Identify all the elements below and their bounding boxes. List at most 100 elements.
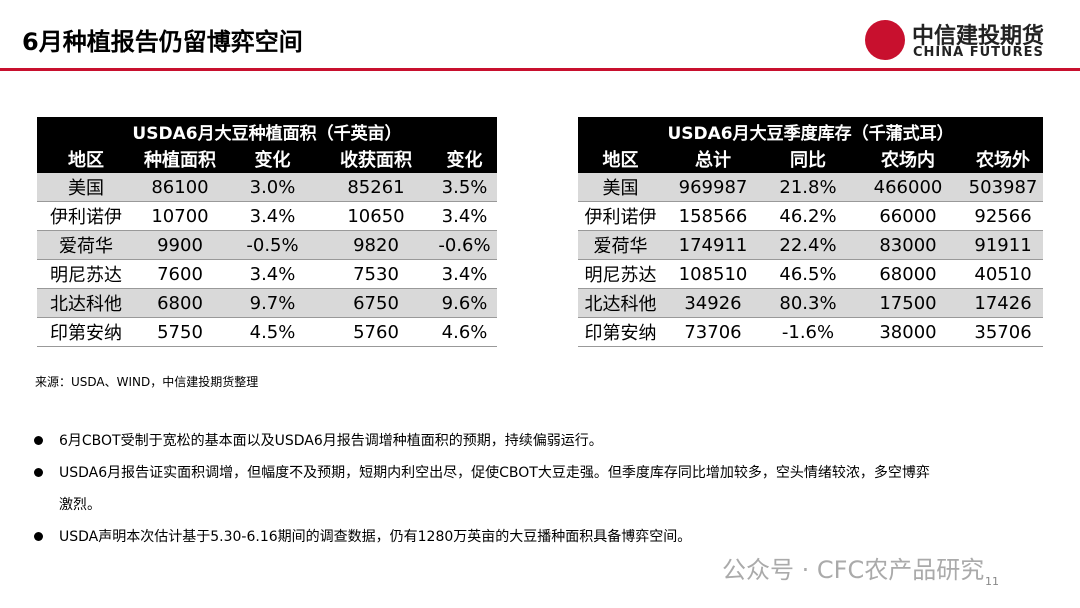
table-cell: 10650 bbox=[320, 201, 432, 231]
table-cell: 969987 bbox=[663, 173, 763, 202]
table-cell: 7530 bbox=[320, 259, 432, 289]
bullet-dot bbox=[34, 532, 43, 541]
table-row: 美国 969987 21.8% 466000 503987 bbox=[578, 173, 1044, 202]
table-cell: 35706 bbox=[963, 317, 1044, 347]
table-cell: 92566 bbox=[963, 201, 1044, 231]
table-row: 北达科他 6800 9.7% 6750 9.6% bbox=[37, 288, 498, 318]
table-cell: 7600 bbox=[135, 259, 225, 289]
table-cell: 9.7% bbox=[225, 288, 320, 318]
table-cell: 466000 bbox=[853, 173, 963, 202]
table-header-row: 地区 种植面积 变化 收获面积 变化 bbox=[37, 145, 498, 173]
table-cell: -1.6% bbox=[763, 317, 853, 347]
table-cell: 印第安纳 bbox=[37, 317, 135, 347]
bullet-dot bbox=[34, 436, 43, 445]
logo-text-en: CHINA FUTURES bbox=[913, 45, 1044, 60]
table-cell: 503987 bbox=[963, 173, 1044, 202]
table-row: 爱荷华 9900 -0.5% 9820 -0.6% bbox=[37, 230, 498, 260]
table-cell: 158566 bbox=[663, 201, 763, 231]
table-cell: -0.6% bbox=[432, 230, 498, 260]
header-cell: 农场内 bbox=[853, 145, 963, 173]
table-cell: 9.6% bbox=[432, 288, 498, 318]
table-header-row: 地区 总计 同比 农场内 农场外 bbox=[578, 145, 1044, 173]
bullet-dot bbox=[34, 468, 43, 477]
header-cell: 地区 bbox=[578, 145, 663, 173]
table-cell: 73706 bbox=[663, 317, 763, 347]
table-cell: 美国 bbox=[37, 173, 135, 202]
bullet-item: USDA声明本次估计基于5.30-6.16期间的调查数据，仍有1280万英亩的大… bbox=[30, 521, 950, 553]
table-cell: 86100 bbox=[135, 173, 225, 202]
table-cell: 3.4% bbox=[225, 201, 320, 231]
table-row: 明尼苏达 108510 46.5% 68000 40510 bbox=[578, 259, 1044, 289]
table-cell: 46.5% bbox=[763, 259, 853, 289]
table-cell: 40510 bbox=[963, 259, 1044, 289]
header-cell: 总计 bbox=[663, 145, 763, 173]
table-cell: 9820 bbox=[320, 230, 432, 260]
header-rule bbox=[0, 68, 1080, 71]
table-cell: 6750 bbox=[320, 288, 432, 318]
table-cell: 108510 bbox=[663, 259, 763, 289]
bullet-text: USDA6月报告证实面积调增，但幅度不及预期，短期内利空出尽，促使CBOT大豆走… bbox=[59, 465, 930, 513]
data-table: USDA6月大豆种植面积（千英亩） 地区 种植面积 变化 收获面积 变化 美国 86100 3.… bbox=[37, 117, 498, 347]
table-title-row: USDA6月大豆种植面积（千英亩） bbox=[37, 117, 498, 145]
header-cell: 变化 bbox=[225, 145, 320, 173]
table-cell: 明尼苏达 bbox=[578, 259, 663, 289]
table-cell: 伊利诺伊 bbox=[578, 201, 663, 231]
header-cell: 变化 bbox=[432, 145, 498, 173]
table-cell: 伊利诺伊 bbox=[37, 201, 135, 231]
table-cell: 34926 bbox=[663, 288, 763, 318]
table-cell: 5750 bbox=[135, 317, 225, 347]
source-note: 来源：USDA、WIND，中信建投期货整理 bbox=[35, 375, 259, 389]
table-cell: 10700 bbox=[135, 201, 225, 231]
bullet-item: USDA6月报告证实面积调增，但幅度不及预期，短期内利空出尽，促使CBOT大豆走… bbox=[30, 457, 950, 521]
table-cell: 22.4% bbox=[763, 230, 853, 260]
table-cell: 印第安纳 bbox=[578, 317, 663, 347]
table-cell: 21.8% bbox=[763, 173, 853, 202]
table-cell: 明尼苏达 bbox=[37, 259, 135, 289]
table-row: 伊利诺伊 158566 46.2% 66000 92566 bbox=[578, 201, 1044, 231]
table-row: 美国 86100 3.0% 85261 3.5% bbox=[37, 173, 498, 202]
table-cell: 174911 bbox=[663, 230, 763, 260]
table-row: 印第安纳 5750 4.5% 5760 4.6% bbox=[37, 317, 498, 347]
table-title: USDA6月大豆季度库存（千蒲式耳） bbox=[578, 117, 1044, 145]
table-cell: 46.2% bbox=[763, 201, 853, 231]
page-number: 11 bbox=[985, 575, 999, 588]
table-cell: 爱荷华 bbox=[37, 230, 135, 260]
table-row: 明尼苏达 7600 3.4% 7530 3.4% bbox=[37, 259, 498, 289]
table-cell: 80.3% bbox=[763, 288, 853, 318]
table-cell: 3.0% bbox=[225, 173, 320, 202]
table-cell: 3.4% bbox=[225, 259, 320, 289]
table-cell: 北达科他 bbox=[37, 288, 135, 318]
bullet-item: 6月CBOT受制于宽松的基本面以及USDA6月报告调增种植面积的预期，持续偏弱运… bbox=[30, 425, 950, 457]
table-cell: 4.5% bbox=[225, 317, 320, 347]
table-cell: 爱荷华 bbox=[578, 230, 663, 260]
table-title-row: USDA6月大豆季度库存（千蒲式耳） bbox=[578, 117, 1044, 145]
table-row: 爱荷华 174911 22.4% 83000 91911 bbox=[578, 230, 1044, 260]
watermark: 公众号 · CFC农产品研究 bbox=[722, 556, 985, 584]
table-cell: 3.5% bbox=[432, 173, 498, 202]
header-cell: 收获面积 bbox=[320, 145, 432, 173]
slide-title: 6月种植报告仍留博弈空间 bbox=[22, 28, 303, 56]
table-cell: 6800 bbox=[135, 288, 225, 318]
table-cell: 38000 bbox=[853, 317, 963, 347]
bullet-text: USDA声明本次估计基于5.30-6.16期间的调查数据，仍有1280万英亩的大… bbox=[59, 529, 692, 545]
table-cell: 3.4% bbox=[432, 201, 498, 231]
table-cell: 83000 bbox=[853, 230, 963, 260]
table-cell: 4.6% bbox=[432, 317, 498, 347]
header-cell: 同比 bbox=[763, 145, 853, 173]
table-cell: 85261 bbox=[320, 173, 432, 202]
bullet-text: 6月CBOT受制于宽松的基本面以及USDA6月报告调增种植面积的预期，持续偏弱运… bbox=[59, 433, 603, 449]
header-cell: 种植面积 bbox=[135, 145, 225, 173]
table-row: 北达科他 34926 80.3% 17500 17426 bbox=[578, 288, 1044, 318]
table-cell: 3.4% bbox=[432, 259, 498, 289]
table-cell: 17500 bbox=[853, 288, 963, 318]
table-cell: 9900 bbox=[135, 230, 225, 260]
table-row: 印第安纳 73706 -1.6% 38000 35706 bbox=[578, 317, 1044, 347]
table-cell: -0.5% bbox=[225, 230, 320, 260]
logo-text: 中信建投期货 bbox=[912, 24, 1045, 49]
table-row: 伊利诺伊 10700 3.4% 10650 3.4% bbox=[37, 201, 498, 231]
table-cell: 66000 bbox=[853, 201, 963, 231]
logo-icon bbox=[865, 20, 905, 60]
table-cell: 美国 bbox=[578, 173, 663, 202]
header-cell: 地区 bbox=[37, 145, 135, 173]
